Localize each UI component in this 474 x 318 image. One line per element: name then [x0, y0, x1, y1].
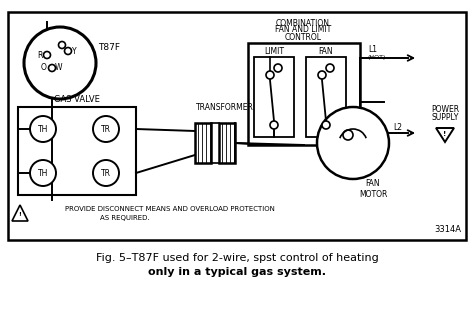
Text: !: !	[443, 131, 447, 137]
Text: L2: L2	[393, 123, 402, 133]
Text: Fig. 5–T87F used for 2-wire, spst control of heating: Fig. 5–T87F used for 2-wire, spst contro…	[96, 253, 378, 263]
Circle shape	[30, 160, 56, 186]
Bar	[8, 12, 466, 240]
Text: !: !	[18, 212, 21, 218]
Circle shape	[24, 27, 96, 99]
Polygon shape	[12, 205, 28, 221]
Text: W: W	[55, 64, 63, 73]
Circle shape	[93, 116, 119, 142]
Circle shape	[318, 71, 326, 79]
Circle shape	[317, 107, 389, 179]
Text: CONTROL: CONTROL	[284, 32, 321, 42]
Text: COMBINATION: COMBINATION	[276, 18, 330, 27]
Circle shape	[266, 71, 274, 79]
Text: SUPPLY: SUPPLY	[431, 113, 459, 121]
Text: LIMIT: LIMIT	[264, 46, 284, 56]
Text: only in a typical gas system.: only in a typical gas system.	[148, 267, 326, 277]
Text: FAN AND LIMIT: FAN AND LIMIT	[275, 25, 331, 34]
Text: Y: Y	[72, 46, 76, 56]
Circle shape	[270, 121, 278, 129]
Text: TH: TH	[38, 169, 48, 177]
Text: T87F: T87F	[98, 43, 120, 52]
Text: L1: L1	[368, 45, 377, 54]
Bar	[219, 123, 235, 163]
Text: AS REQUIRED.: AS REQUIRED.	[100, 215, 150, 221]
Text: POWER: POWER	[431, 106, 459, 114]
Bar	[306, 57, 346, 137]
Circle shape	[274, 64, 282, 72]
Text: PROVIDE DISCONNECT MEANS AND OVERLOAD PROTECTION: PROVIDE DISCONNECT MEANS AND OVERLOAD PR…	[65, 206, 275, 212]
Circle shape	[326, 64, 334, 72]
Text: TR: TR	[101, 125, 111, 134]
Text: (HOT): (HOT)	[368, 54, 386, 59]
Circle shape	[58, 42, 65, 49]
Bar	[248, 43, 360, 145]
Text: R: R	[37, 51, 43, 59]
Text: FAN: FAN	[319, 46, 333, 56]
Text: GAS VALVE: GAS VALVE	[54, 95, 100, 105]
Bar	[254, 57, 294, 137]
Text: O: O	[41, 64, 47, 73]
Polygon shape	[436, 128, 454, 142]
Circle shape	[30, 116, 56, 142]
Text: 3314A: 3314A	[435, 225, 462, 234]
Text: TR: TR	[101, 169, 111, 177]
Circle shape	[93, 160, 119, 186]
Bar	[18, 107, 136, 195]
Circle shape	[48, 65, 55, 72]
Bar	[195, 123, 211, 163]
Text: FAN
MOTOR: FAN MOTOR	[359, 179, 387, 199]
Circle shape	[64, 47, 72, 54]
Text: TH: TH	[38, 125, 48, 134]
Circle shape	[44, 52, 51, 59]
Circle shape	[343, 130, 353, 140]
Circle shape	[322, 121, 330, 129]
Text: TRANSFORMER: TRANSFORMER	[196, 102, 254, 112]
